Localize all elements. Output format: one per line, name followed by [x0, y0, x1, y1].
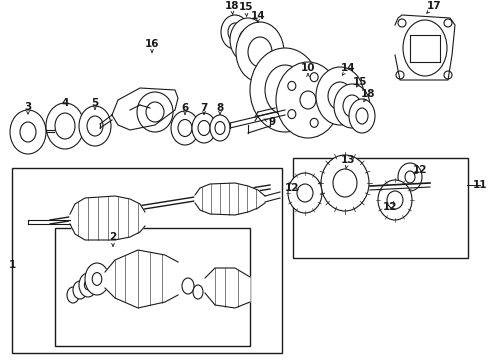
- Text: 17: 17: [427, 1, 441, 11]
- Ellipse shape: [321, 155, 369, 211]
- Ellipse shape: [396, 71, 404, 79]
- Ellipse shape: [310, 118, 318, 127]
- Bar: [293, 158, 468, 258]
- Text: 8: 8: [217, 103, 223, 113]
- Ellipse shape: [46, 103, 84, 149]
- Text: 16: 16: [145, 39, 159, 49]
- Ellipse shape: [276, 62, 340, 138]
- Text: 12: 12: [413, 165, 427, 175]
- Text: 15: 15: [239, 2, 253, 12]
- Ellipse shape: [356, 108, 368, 124]
- Ellipse shape: [55, 113, 75, 139]
- Ellipse shape: [387, 191, 403, 209]
- Ellipse shape: [171, 111, 199, 145]
- Text: 2: 2: [109, 232, 117, 242]
- Ellipse shape: [265, 65, 305, 115]
- Ellipse shape: [288, 173, 322, 213]
- Ellipse shape: [444, 71, 452, 79]
- Ellipse shape: [67, 287, 79, 303]
- Ellipse shape: [300, 91, 316, 109]
- Polygon shape: [70, 196, 145, 240]
- Ellipse shape: [198, 121, 210, 135]
- Ellipse shape: [221, 15, 249, 49]
- Polygon shape: [112, 88, 178, 130]
- Ellipse shape: [137, 92, 173, 132]
- Bar: [12, 168, 282, 353]
- Ellipse shape: [20, 122, 36, 142]
- Ellipse shape: [10, 110, 46, 154]
- Ellipse shape: [215, 122, 225, 135]
- Text: 12: 12: [383, 202, 397, 212]
- Ellipse shape: [239, 29, 257, 51]
- Ellipse shape: [182, 278, 194, 294]
- Ellipse shape: [288, 109, 296, 118]
- Ellipse shape: [297, 184, 313, 202]
- Text: 18: 18: [225, 1, 239, 11]
- Ellipse shape: [310, 73, 318, 82]
- Ellipse shape: [324, 95, 332, 104]
- Ellipse shape: [193, 285, 203, 299]
- Ellipse shape: [316, 67, 364, 125]
- Ellipse shape: [343, 95, 361, 117]
- Ellipse shape: [146, 102, 164, 122]
- Ellipse shape: [87, 116, 103, 136]
- Ellipse shape: [192, 113, 216, 143]
- Ellipse shape: [403, 20, 447, 76]
- Text: 7: 7: [200, 103, 208, 113]
- Polygon shape: [205, 268, 250, 308]
- Text: 18: 18: [361, 89, 375, 99]
- Ellipse shape: [405, 171, 415, 183]
- Ellipse shape: [398, 19, 406, 27]
- Ellipse shape: [334, 84, 370, 128]
- Text: 14: 14: [341, 63, 355, 73]
- Ellipse shape: [288, 81, 296, 90]
- Ellipse shape: [92, 273, 102, 285]
- Text: 15: 15: [353, 77, 367, 87]
- Ellipse shape: [236, 22, 284, 82]
- Ellipse shape: [444, 19, 452, 27]
- Ellipse shape: [73, 281, 87, 299]
- Ellipse shape: [378, 180, 412, 220]
- Ellipse shape: [79, 273, 97, 297]
- Ellipse shape: [250, 48, 320, 132]
- Bar: [55, 228, 250, 346]
- Text: 3: 3: [24, 102, 32, 112]
- Polygon shape: [105, 250, 178, 308]
- Ellipse shape: [178, 120, 192, 136]
- Ellipse shape: [333, 169, 357, 197]
- Ellipse shape: [349, 99, 375, 133]
- Ellipse shape: [85, 263, 109, 295]
- Text: 11: 11: [473, 180, 487, 190]
- Ellipse shape: [84, 280, 92, 290]
- Text: 9: 9: [269, 117, 275, 127]
- Text: 12: 12: [285, 183, 299, 193]
- Text: 5: 5: [91, 98, 98, 108]
- Polygon shape: [395, 15, 455, 80]
- Text: 1: 1: [8, 260, 16, 270]
- Ellipse shape: [398, 163, 422, 191]
- Ellipse shape: [210, 115, 230, 141]
- Text: 14: 14: [251, 11, 265, 21]
- Text: 10: 10: [301, 63, 315, 73]
- Text: 4: 4: [61, 98, 69, 108]
- Ellipse shape: [79, 106, 111, 146]
- Text: 6: 6: [181, 103, 189, 113]
- Polygon shape: [195, 183, 265, 215]
- Ellipse shape: [228, 23, 242, 41]
- Ellipse shape: [328, 82, 352, 110]
- Ellipse shape: [230, 18, 266, 62]
- Text: 13: 13: [341, 155, 355, 165]
- Ellipse shape: [248, 37, 272, 67]
